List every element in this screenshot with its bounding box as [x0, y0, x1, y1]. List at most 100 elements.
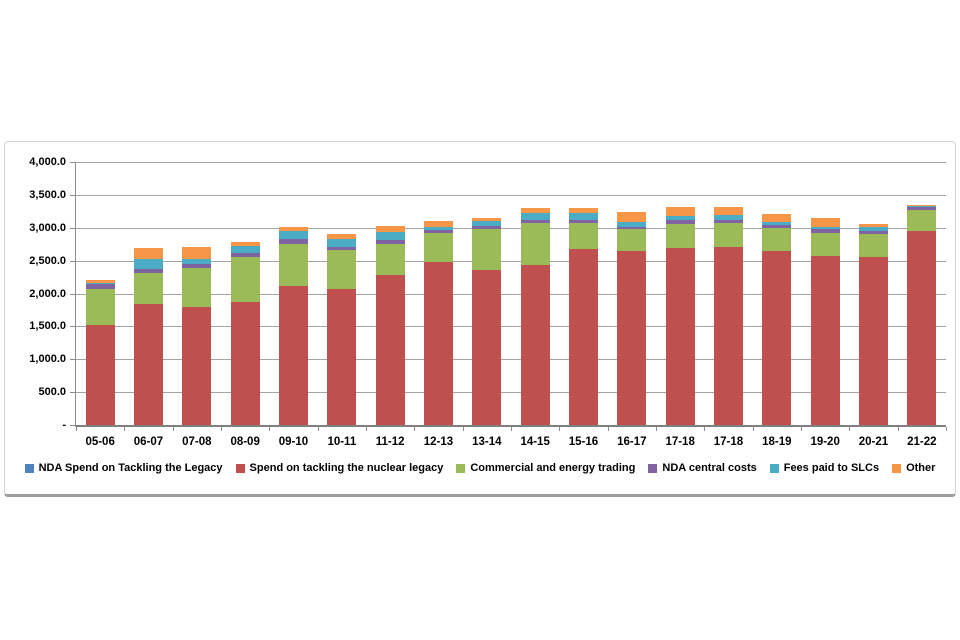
bar-segment: [569, 208, 598, 213]
bar-segment: [762, 227, 792, 252]
y-axis-label: 3,000.0: [29, 221, 66, 234]
bar-segment: [665, 220, 695, 224]
bar-segment: [424, 233, 453, 262]
y-axis-label: 2,000.0: [29, 287, 66, 300]
x-axis-label: 13-14: [472, 436, 502, 448]
x-axis-line: [76, 425, 946, 427]
bar-segment: [85, 288, 115, 325]
legend-swatch: [648, 463, 658, 473]
bar-segment: [85, 280, 115, 284]
legend-item: Commercial and energy trading: [456, 462, 635, 474]
y-axis-tick: [70, 162, 76, 163]
x-axis-label: 18-19: [762, 436, 792, 448]
bar-14-15-9: [520, 162, 550, 425]
x-axis-tick: [559, 427, 561, 431]
bar-segment: [810, 255, 840, 425]
bar-segment: [279, 227, 308, 231]
bar-segment: [327, 288, 357, 425]
bar-10-11-5: [327, 162, 357, 425]
bar-segment: [665, 223, 695, 249]
bar-segment: [375, 240, 405, 245]
x-axis-tick: [607, 427, 609, 431]
legend-label: NDA central costs: [662, 462, 757, 474]
bar-segment: [859, 234, 888, 257]
y-axis-tick: [70, 326, 76, 328]
bar-segment: [569, 212, 598, 220]
y-axis-tick: [70, 293, 76, 295]
x-axis-tick: [414, 427, 416, 431]
bar-16-17-11: [617, 162, 647, 425]
bar-segment: [617, 250, 647, 425]
bar-segment: [810, 229, 840, 233]
x-axis-label: 11-12: [375, 436, 405, 448]
bar-segment: [617, 221, 647, 227]
bar-segment: [810, 227, 840, 230]
bar-segment: [569, 249, 598, 425]
gridline: [76, 194, 946, 196]
x-axis-label: 09-10: [278, 436, 309, 448]
y-axis-label: 3,500.0: [29, 188, 66, 201]
x-axis-label: 06-07: [133, 436, 164, 448]
gridline: [76, 392, 946, 394]
bar-segment: [472, 220, 502, 227]
bar-segment: [230, 241, 260, 247]
bar-21-22-17: [907, 162, 937, 425]
legend-item: NDA Spend on Tackling the Legacy: [24, 462, 223, 474]
x-axis-tick: [897, 427, 899, 431]
bar-segment: [762, 221, 792, 226]
bar-segment: [472, 226, 502, 230]
legend-swatch: [235, 463, 245, 473]
bar-15-16-10: [569, 162, 598, 425]
bar-segment: [327, 246, 357, 251]
bar-segment: [714, 219, 743, 223]
bar-segment: [279, 286, 308, 425]
y-axis-label: 500.0: [38, 386, 66, 399]
bar-segment: [182, 306, 212, 425]
bar-segment: [569, 219, 598, 223]
bar-segment: [859, 226, 888, 231]
x-axis-label: 12-13: [423, 436, 454, 448]
bar-08-09-3: [230, 162, 260, 425]
bar-segment: [665, 216, 695, 221]
bar-segment: [617, 229, 647, 251]
bar-segment: [327, 234, 357, 239]
x-axis-tick: [801, 427, 802, 431]
bar-segment: [230, 246, 260, 253]
bar-segment: [375, 226, 405, 232]
bar-segment: [762, 251, 792, 425]
bar-segment: [859, 223, 888, 227]
legend-item: NDA central costs: [648, 462, 757, 474]
y-axis-tick: [70, 392, 76, 394]
bar-segment: [714, 215, 743, 220]
bar-segment: [617, 211, 647, 222]
bar-segment: [424, 261, 453, 425]
bar-segment: [327, 238, 357, 247]
bar-segment: [327, 250, 357, 289]
legend-item: Other: [892, 462, 935, 474]
bar-segment: [279, 231, 308, 239]
x-axis-label: 15-16: [568, 436, 599, 448]
legend-label: NDA Spend on Tackling the Legacy: [38, 462, 223, 474]
y-axis-tick: [70, 260, 76, 262]
legend-label: Fees paid to SLCs: [783, 462, 880, 474]
gridline: [76, 162, 946, 163]
bar-segment: [134, 304, 163, 425]
x-axis-tick: [366, 427, 367, 431]
bar-segment: [810, 232, 840, 256]
legend-swatch: [892, 463, 902, 473]
bar-segment: [859, 230, 888, 234]
gridline: [76, 359, 946, 361]
y-axis-label: 2,500.0: [29, 254, 66, 267]
x-axis-label: 17-18: [665, 436, 695, 448]
bar-segment: [182, 268, 212, 307]
bar-segment: [569, 222, 598, 250]
y-axis-line: [75, 162, 76, 427]
bar-segment: [279, 238, 308, 244]
x-axis-label: 10-11: [327, 436, 357, 448]
chart-frame: 4,000.0 3,500.0 3,000.0 2,500.0 2,000.0 1,500…: [4, 141, 956, 497]
gridline: [76, 293, 946, 295]
x-axis-label: 16-17: [617, 436, 647, 448]
bar-07-08-2: [182, 162, 212, 425]
y-axis-label: 1,000.0: [29, 353, 66, 366]
bar-19-20-15: [810, 162, 840, 425]
